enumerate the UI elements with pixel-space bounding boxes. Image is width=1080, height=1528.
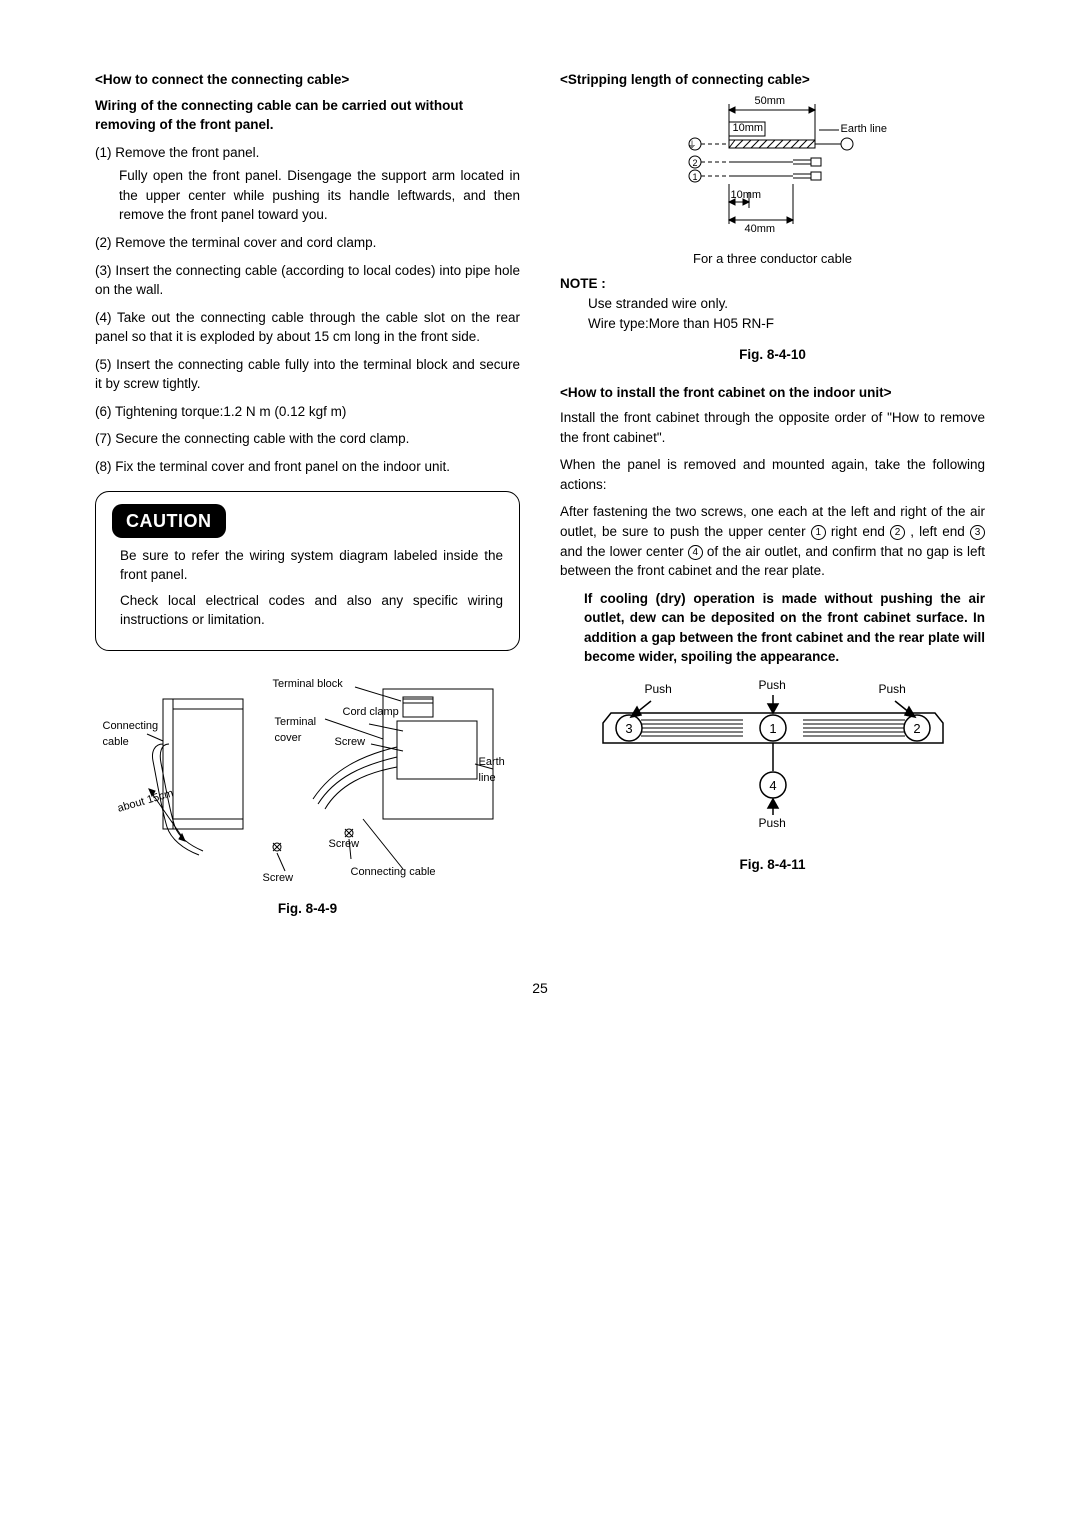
circ-4-icon: 4	[688, 545, 703, 560]
left-intro: Wiring of the connecting cable can be ca…	[95, 96, 520, 135]
step-text: Tightening torque:1.2 N m (0.12 kgf m)	[115, 404, 346, 419]
svg-text:1: 1	[692, 172, 697, 182]
lbl-push-3: Push	[879, 681, 906, 698]
after-mid3: and the lower center	[560, 544, 688, 559]
lbl-connecting-cable-bottom: Connecting cable	[351, 865, 436, 881]
svg-text:⏚: ⏚	[687, 140, 696, 150]
step-1: (1) Remove the front panel. Fully open t…	[95, 143, 520, 225]
lbl-push-4: Push	[759, 815, 786, 832]
svg-text:3: 3	[625, 721, 632, 736]
lbl-screw-2: Screw	[329, 837, 360, 853]
step-2: (2) Remove the terminal cover and cord c…	[95, 233, 520, 253]
step-text: Insert the connecting cable (according t…	[95, 263, 520, 298]
lbl-screw-3: Screw	[263, 871, 294, 887]
lbl-push-2: Push	[759, 677, 786, 694]
step-num: (6)	[95, 404, 112, 419]
step-text: Remove the terminal cover and cord clamp…	[115, 235, 376, 250]
svg-text:4: 4	[769, 778, 776, 793]
note-line-1: Use stranded wire only.	[588, 294, 985, 314]
step-7: (7) Secure the connecting cable with the…	[95, 429, 520, 449]
install-para-3: After fastening the two screws, one each…	[560, 502, 985, 580]
caution-box: CAUTION Be sure to refer the wiring syst…	[95, 491, 520, 651]
figure-8-4-9: Terminal block Cord clamp Terminalcover …	[103, 669, 513, 889]
right-column: <Stripping length of connecting cable>	[560, 70, 985, 918]
bold-warning: If cooling (dry) operation is made witho…	[584, 589, 985, 667]
after-mid2: , left end	[905, 524, 970, 539]
note-head: NOTE :	[560, 274, 985, 294]
step-3: (3) Insert the connecting cable (accordi…	[95, 261, 520, 300]
lbl-10mm-a: 10mm	[733, 121, 764, 137]
step-num: (7)	[95, 431, 112, 446]
step-text: Insert the connecting cable fully into t…	[95, 357, 520, 392]
right-title-2: <How to install the front cabinet on the…	[560, 383, 985, 403]
steps-list: (1) Remove the front panel. Fully open t…	[95, 143, 520, 477]
left-title: <How to connect the connecting cable>	[95, 70, 520, 90]
circ-1-icon: 1	[811, 525, 826, 540]
page-number: 25	[95, 978, 985, 998]
lbl-earth-line-9: Earthline	[479, 755, 505, 787]
step-5: (5) Insert the connecting cable fully in…	[95, 355, 520, 394]
caution-line-2: Check local electrical codes and also an…	[120, 591, 503, 630]
right-title-1: <Stripping length of connecting cable>	[560, 70, 985, 90]
step-8: (8) Fix the terminal cover and front pan…	[95, 457, 520, 477]
fig11-caption: Fig. 8-4-11	[560, 855, 985, 875]
figure-8-4-10: ⏚ 2 1 50mm 10mm Earth line 10mm 40mm	[643, 96, 903, 246]
svg-text:2: 2	[913, 721, 920, 736]
step-text: Fix the terminal cover and front panel o…	[115, 459, 450, 474]
fig9-caption: Fig. 8-4-9	[95, 899, 520, 919]
after-mid1: right end	[826, 524, 890, 539]
svg-text:2: 2	[692, 158, 697, 168]
lbl-50mm: 50mm	[755, 94, 786, 110]
step-text: Secure the connecting cable with the cor…	[115, 431, 409, 446]
fig10-sub: For a three conductor cable	[560, 250, 985, 269]
lbl-screw-1: Screw	[335, 735, 366, 751]
step-sub: Fully open the front panel. Disengage th…	[119, 166, 520, 225]
lbl-push-1: Push	[645, 681, 672, 698]
step-num: (1)	[95, 145, 112, 160]
circ-3-icon: 3	[970, 525, 985, 540]
step-num: (2)	[95, 235, 112, 250]
install-para-2: When the panel is removed and mounted ag…	[560, 455, 985, 494]
install-para-1: Install the front cabinet through the op…	[560, 408, 985, 447]
step-4: (4) Take out the connecting cable throug…	[95, 308, 520, 347]
step-text: Remove the front panel.	[115, 145, 259, 160]
circ-2-icon: 2	[890, 525, 905, 540]
step-text: Take out the connecting cable through th…	[95, 310, 520, 345]
lbl-40mm: 40mm	[745, 222, 776, 238]
step-num: (8)	[95, 459, 112, 474]
step-6: (6) Tightening torque:1.2 N m (0.12 kgf …	[95, 402, 520, 422]
fig10-caption: Fig. 8-4-10	[560, 345, 985, 365]
lbl-terminal-block: Terminal block	[273, 677, 343, 693]
lbl-connecting-cable-left: Connectingcable	[103, 719, 159, 751]
lbl-earth-line-10: Earth line	[841, 122, 887, 138]
step-num: (4)	[95, 310, 112, 325]
caution-line-1: Be sure to refer the wiring system diagr…	[120, 546, 503, 585]
caution-badge: CAUTION	[112, 504, 226, 538]
svg-text:1: 1	[769, 721, 776, 736]
step-num: (3)	[95, 263, 112, 278]
note-line-2: Wire type:More than H05 RN-F	[588, 314, 985, 334]
lbl-terminal-cover: Terminalcover	[275, 715, 317, 747]
lbl-cord-clamp: Cord clamp	[343, 705, 399, 721]
lbl-10mm-b: 10mm	[731, 188, 762, 204]
left-column: <How to connect the connecting cable> Wi…	[95, 70, 520, 918]
step-num: (5)	[95, 357, 112, 372]
figure-8-4-11: 3 1 2 4 Push Push Push Push	[583, 675, 963, 845]
fig9-svg	[103, 669, 513, 889]
